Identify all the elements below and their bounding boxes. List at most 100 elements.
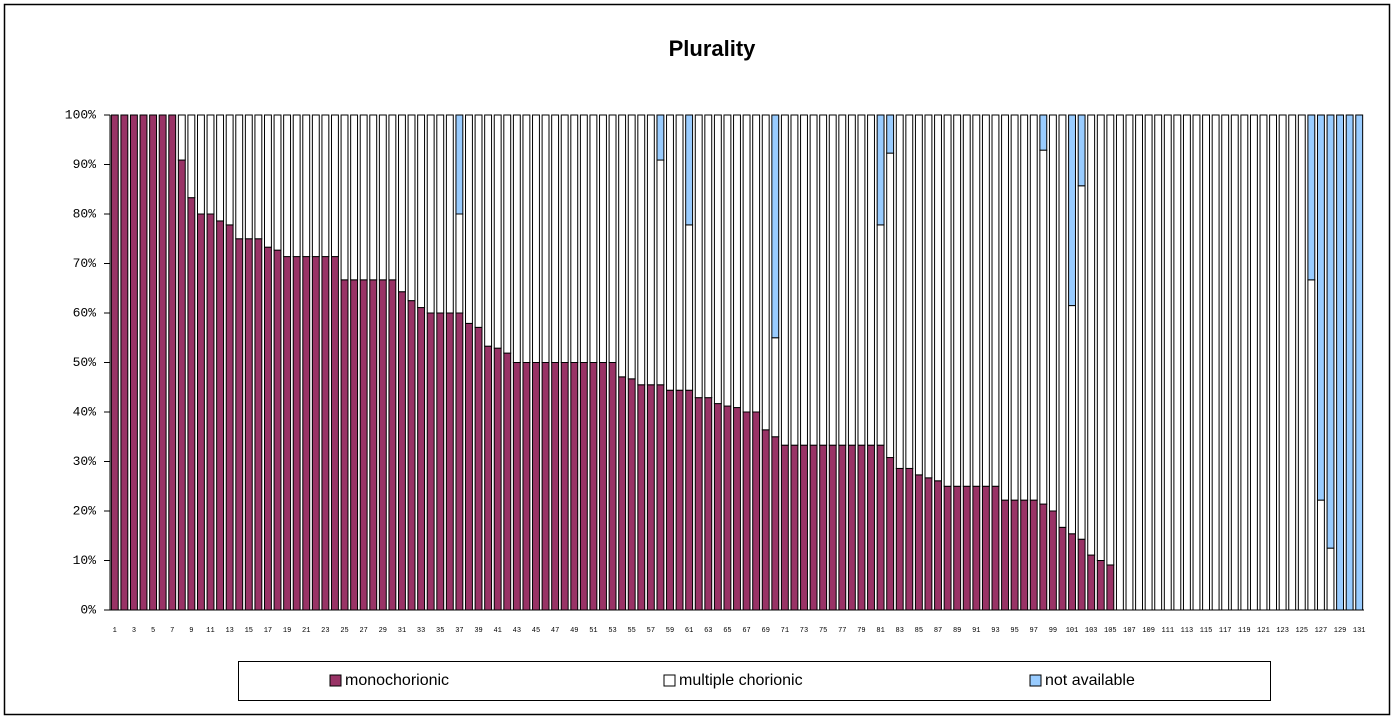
bar-segment: [359, 114, 368, 281]
bar-segment: [838, 114, 847, 446]
bar-segment: [1068, 533, 1076, 611]
bar-segment: [1240, 114, 1249, 611]
bar-segment: [589, 114, 598, 363]
bar-segment: [972, 485, 981, 611]
bar-segment: [560, 114, 569, 363]
bar-segment: [886, 114, 895, 154]
bar-segment: [847, 444, 856, 611]
bar-segment: [388, 279, 397, 611]
bar-segment: [216, 114, 225, 222]
bar-segment: [618, 376, 627, 611]
y-tick-label: 60%: [73, 305, 97, 320]
x-tick-label: 125: [1295, 627, 1308, 635]
x-tick-label: 19: [283, 627, 291, 635]
bar-segment: [206, 114, 215, 215]
x-tick-label: 53: [608, 627, 616, 635]
bar-segment: [713, 114, 722, 405]
bar-segment: [158, 114, 167, 611]
bar-segment: [847, 114, 856, 446]
x-tick-label: 97: [1030, 627, 1038, 635]
x-tick-label: 15: [245, 627, 253, 635]
bar-segment: [666, 389, 674, 611]
x-tick-label: 129: [1334, 627, 1347, 635]
bar-segment: [465, 114, 473, 324]
bar-segment: [1068, 114, 1076, 307]
bar-segment: [790, 114, 799, 446]
bar-segment: [742, 114, 751, 413]
bar-segment: [579, 114, 588, 363]
bar-segment: [1336, 114, 1345, 611]
bar-segment: [685, 389, 694, 611]
x-tick-label: 93: [991, 627, 999, 635]
bar-segment: [560, 362, 569, 611]
bar-segment: [216, 220, 225, 611]
bar-segment: [771, 337, 780, 438]
bar-segment: [398, 291, 406, 611]
bar-segment: [1326, 547, 1335, 611]
bar-segment: [733, 114, 741, 409]
bar-segment: [953, 485, 962, 611]
bar-segment: [149, 114, 158, 611]
bar-segment: [244, 114, 253, 240]
bar-segment: [1096, 114, 1105, 561]
bar-segment: [225, 114, 234, 226]
bar-segment: [1355, 114, 1364, 611]
x-tick-label: 73: [800, 627, 808, 635]
bar-segment: [876, 114, 885, 226]
bar-segment: [1106, 114, 1115, 566]
x-tick-label: 9: [189, 627, 193, 635]
bar-segment: [981, 485, 990, 611]
bar-segment: [924, 114, 933, 479]
x-tick-label: 37: [455, 627, 463, 635]
bar-segment: [895, 467, 904, 611]
bar-segment: [225, 224, 234, 611]
legend-swatch: [329, 674, 342, 687]
bar-segment: [551, 114, 560, 363]
bar-segment: [254, 114, 263, 240]
bar-segment: [283, 256, 292, 611]
bar-segment: [771, 436, 780, 611]
bar-segment: [867, 444, 875, 611]
bar-segment: [1096, 560, 1105, 611]
bar-segment: [819, 114, 828, 446]
bar-segment: [311, 256, 320, 611]
bar-segment: [771, 114, 780, 339]
x-tick-label: 105: [1104, 627, 1117, 635]
x-tick-label: 131: [1353, 627, 1366, 635]
bar-segment: [943, 485, 952, 611]
chart-title: Plurality: [669, 36, 757, 61]
bar-segment: [1077, 185, 1086, 540]
x-tick-label: 111: [1161, 627, 1174, 635]
bar-segment: [1048, 114, 1057, 512]
bar-segment: [187, 197, 196, 611]
bar-segment: [417, 114, 426, 309]
x-tick-label: 51: [589, 627, 597, 635]
bar-segment: [302, 114, 311, 258]
bar-segment: [455, 213, 464, 314]
bar-segment: [570, 114, 579, 363]
bar-segment: [752, 411, 761, 611]
bar-segment: [1163, 114, 1172, 611]
bar-segment: [474, 326, 483, 611]
x-tick-label: 85: [915, 627, 923, 635]
bar-segment: [1269, 114, 1278, 611]
bar-segment: [608, 114, 617, 363]
bar-segment: [417, 307, 426, 611]
x-tick-label: 121: [1257, 627, 1270, 635]
x-tick-label: 87: [934, 627, 942, 635]
bar-segment: [522, 114, 531, 363]
bar-segment: [905, 114, 914, 469]
bar-segment: [953, 114, 962, 487]
bar-segment: [828, 444, 837, 611]
x-tick-label: 13: [225, 627, 233, 635]
legend-label: monochorionic: [345, 672, 449, 689]
bar-segment: [541, 114, 550, 363]
bar-segment: [493, 347, 502, 611]
x-tick-label: 103: [1085, 627, 1098, 635]
bar-segment: [1048, 510, 1057, 611]
x-tick-label: 45: [532, 627, 540, 635]
x-tick-label: 123: [1276, 627, 1289, 635]
bar-segment: [331, 114, 339, 258]
bar-segment: [350, 114, 359, 281]
bar-segment: [455, 114, 464, 215]
